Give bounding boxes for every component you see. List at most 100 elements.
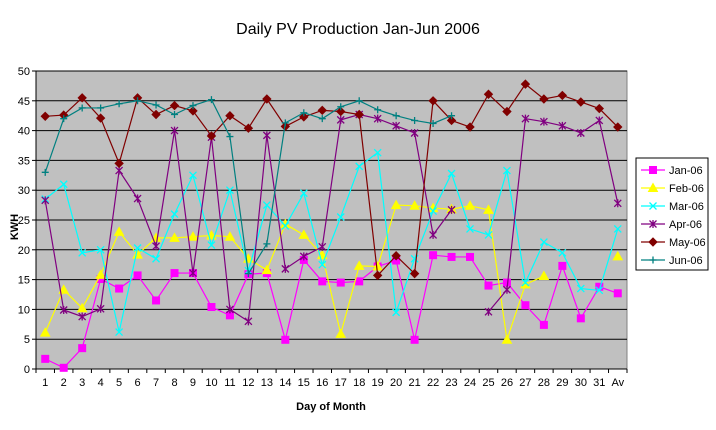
data-point <box>538 270 550 281</box>
chart-title: Daily PV Production Jan-Jun 2006 <box>236 21 480 38</box>
legend-label: Jan-06 <box>669 165 703 177</box>
y-tick-label: 15 <box>18 275 30 287</box>
x-tick-label: 17 <box>335 377 347 389</box>
data-point <box>244 317 253 326</box>
y-axis-title: KWH <box>9 214 21 240</box>
data-point <box>354 109 364 120</box>
data-point <box>170 126 179 135</box>
x-tick-label: 27 <box>519 377 531 389</box>
x-tick-label: 25 <box>482 377 494 389</box>
y-tick-label: 30 <box>18 185 30 197</box>
y-tick-label: 35 <box>18 155 30 167</box>
data-point <box>224 231 236 241</box>
data-point <box>502 285 511 294</box>
data-point <box>594 103 605 114</box>
data-point <box>465 122 475 132</box>
legend-label: Apr-06 <box>669 219 702 231</box>
data-point <box>355 277 364 286</box>
x-tick-label: 23 <box>445 377 457 389</box>
legend-marker <box>649 220 657 228</box>
y-tick-label: 45 <box>18 96 30 108</box>
data-point <box>226 133 234 141</box>
x-tick-label: 8 <box>171 377 177 389</box>
data-point <box>429 207 438 216</box>
data-point <box>335 328 347 338</box>
data-point <box>261 264 273 275</box>
legend-entry: Jun-06 <box>641 255 703 267</box>
data-point <box>613 199 622 208</box>
data-point <box>613 122 623 132</box>
legend-entry: Mar-06 <box>641 201 704 213</box>
data-point <box>262 94 272 104</box>
y-tick-label: 10 <box>18 304 30 316</box>
data-point <box>392 121 401 130</box>
data-point <box>262 131 271 140</box>
y-tick-label: 0 <box>24 364 30 376</box>
data-point <box>263 240 271 248</box>
data-point <box>391 251 401 261</box>
x-tick-label: 15 <box>298 377 310 389</box>
data-point <box>448 112 456 120</box>
data-point <box>187 231 199 241</box>
data-point <box>521 301 530 310</box>
data-point <box>464 200 476 210</box>
x-tick-label: 21 <box>408 377 420 389</box>
data-point <box>96 304 105 313</box>
data-point <box>539 117 548 126</box>
data-point <box>59 180 68 189</box>
data-point <box>466 224 474 233</box>
data-point <box>372 260 384 271</box>
data-point <box>262 201 271 210</box>
data-point <box>355 162 364 171</box>
data-point <box>281 335 290 344</box>
data-point <box>429 230 438 239</box>
data-point <box>58 284 70 294</box>
x-tick-label: 6 <box>135 377 141 389</box>
x-tick-label: 14 <box>279 377 291 389</box>
data-point <box>576 97 586 107</box>
data-point <box>78 104 86 112</box>
series-May-06 <box>40 79 623 281</box>
data-point <box>152 254 161 263</box>
data-point <box>59 363 68 372</box>
data-point <box>188 106 198 116</box>
data-point <box>299 252 308 261</box>
data-point <box>336 106 346 117</box>
x-tick-label: 24 <box>464 377 476 389</box>
data-point <box>60 115 68 123</box>
data-point <box>539 320 548 329</box>
legend-marker <box>649 202 657 210</box>
data-point <box>557 90 568 101</box>
data-point <box>484 307 493 316</box>
data-point <box>170 269 179 278</box>
data-point <box>317 105 327 116</box>
data-point <box>373 148 382 157</box>
data-point <box>95 113 106 123</box>
data-point <box>207 96 215 104</box>
y-tick-label: 25 <box>18 215 30 227</box>
data-point <box>152 101 160 109</box>
data-point <box>612 250 624 261</box>
x-tick-label: 30 <box>575 377 587 389</box>
data-point <box>318 242 327 251</box>
data-point <box>502 106 512 117</box>
x-tick-label: 13 <box>261 377 273 389</box>
x-tick-label: 26 <box>501 377 513 389</box>
series-Jun-06 <box>41 96 456 278</box>
y-tick-label: 40 <box>18 126 30 138</box>
data-point <box>613 224 622 233</box>
data-point <box>428 96 438 106</box>
data-point <box>318 277 327 286</box>
data-point <box>484 281 493 290</box>
data-point <box>576 128 585 137</box>
data-point <box>169 100 180 111</box>
x-tick-label: 3 <box>79 377 85 389</box>
data-point <box>613 289 622 298</box>
data-point <box>355 97 363 105</box>
data-point <box>447 169 456 178</box>
data-point <box>207 303 216 312</box>
data-point <box>318 260 327 269</box>
data-point <box>41 168 49 176</box>
